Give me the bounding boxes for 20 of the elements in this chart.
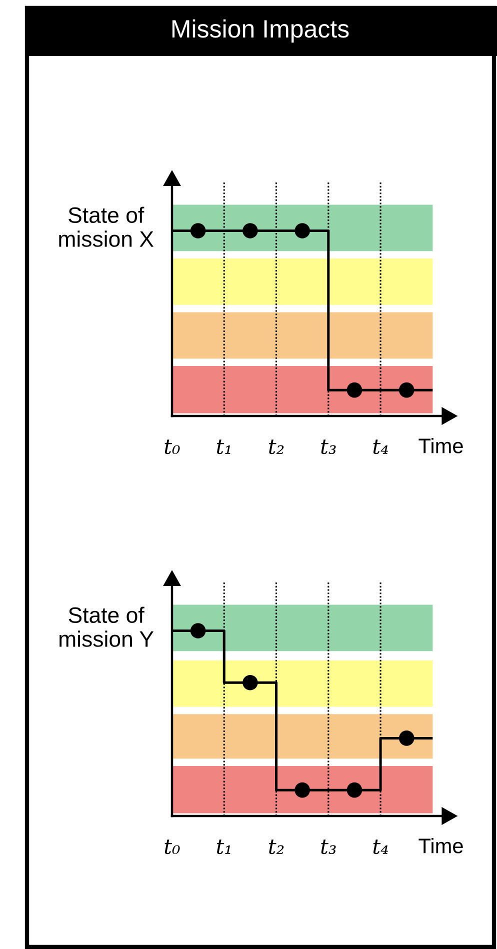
text: t₁ (216, 840, 230, 854)
x-axis-title: Time (418, 838, 463, 854)
point (190, 623, 206, 638)
x-axis-title: Time (418, 438, 463, 454)
text: t₂ (269, 440, 284, 454)
text: t₀ (164, 440, 180, 454)
point (346, 782, 362, 798)
point (398, 730, 414, 746)
text: t₃ (321, 840, 336, 854)
text: t₁ (216, 440, 230, 454)
point (242, 674, 258, 690)
text: t₄ (373, 840, 388, 854)
chart-title: Mission Impacts (172, 19, 349, 43)
y-axis-title: State of mission X (59, 206, 154, 247)
point (294, 782, 310, 798)
text: t₀ (164, 840, 180, 854)
text: t₃ (321, 440, 336, 454)
y-axis-title: State of mission Y (60, 606, 154, 647)
text: t₂ (269, 840, 284, 854)
text: t₄ (373, 440, 388, 454)
